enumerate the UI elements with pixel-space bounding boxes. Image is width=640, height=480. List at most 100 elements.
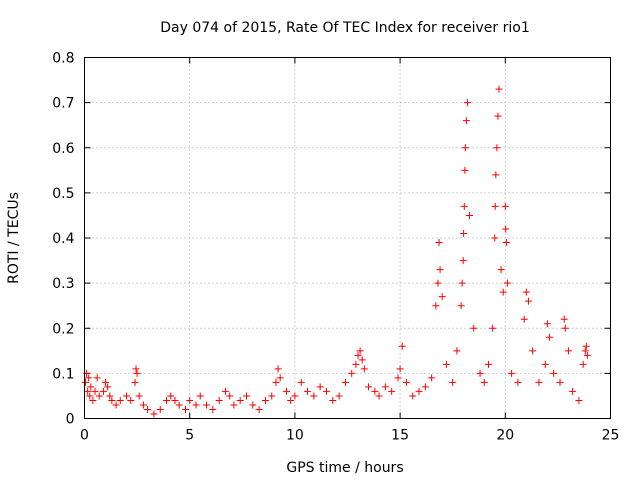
data-point [186,396,194,404]
data-point [171,396,179,404]
data-point [132,365,140,373]
data-point [561,324,569,332]
data-point [93,374,101,382]
data-point [215,396,223,404]
data-point [398,342,406,350]
chart-title: Day 074 of 2015, Rate Of TEC Index for r… [160,20,530,36]
data-point [167,392,175,400]
y-tick-label: 0.7 [52,96,74,112]
y-tick-label: 0.1 [52,366,74,382]
y-tick-label: 0.2 [52,321,74,337]
y-tick-label: 0.8 [52,51,74,67]
data-point [272,378,280,386]
data-point [501,202,509,210]
data-point [358,356,366,364]
plot-frame [84,57,611,419]
data-point [123,392,131,400]
data-point [381,383,389,391]
data-point [499,288,507,296]
data-point [144,405,152,413]
data-point [520,315,528,323]
data-point [297,378,305,386]
data-point [396,365,404,373]
data-point [476,369,484,377]
data-point [409,392,417,400]
data-point [102,378,110,386]
x-tick-label: 15 [391,428,409,444]
data-point [249,401,257,409]
data-point [329,396,337,404]
data-point [564,347,572,355]
x-tick-label: 25 [602,428,620,444]
y-tick-label: 0 [66,412,75,428]
y-tick-label: 0.4 [52,231,74,247]
data-point [438,293,446,301]
data-point [434,279,442,287]
data-point [181,405,189,413]
data-point [348,369,356,377]
y-tick-label: 0.6 [52,141,74,157]
data-point [112,401,120,409]
data-point [135,392,143,400]
x-tick-label: 0 [80,428,89,444]
data-point [497,266,505,274]
data-point [304,387,312,395]
data-point [365,383,373,391]
data-point [460,202,468,210]
data-point [394,374,402,382]
data-point [489,324,497,332]
data-point [91,387,99,395]
x-tick-label: 20 [496,428,514,444]
data-point [402,378,410,386]
data-points [82,85,591,418]
data-point [436,266,444,274]
data-point [226,392,234,400]
data-point [459,257,467,265]
data-point [581,347,589,355]
data-point [89,396,97,404]
data-point [579,360,587,368]
data-point [535,378,543,386]
y-tick-label: 0.3 [52,276,74,292]
data-point [583,351,591,359]
data-point [484,360,492,368]
data-point [421,383,429,391]
data-point [463,99,471,107]
y-axis-label: ROTI / TECUs [6,192,22,284]
data-point [462,117,470,125]
data-point [268,392,276,400]
data-point [428,374,436,382]
data-point [133,369,141,377]
data-point [514,378,522,386]
data-point [104,383,112,391]
data-point [458,279,466,287]
data-point [494,112,502,120]
data-point [502,239,510,247]
data-point [545,333,553,341]
data-point [569,387,577,395]
data-point [131,378,139,386]
grid-lines [84,57,611,419]
data-point [236,396,244,404]
data-point [175,401,183,409]
data-point [492,171,500,179]
data-point [460,229,468,237]
data-point [432,302,440,310]
data-point [108,396,116,404]
data-point [415,387,423,395]
data-point [261,396,269,404]
data-point [541,360,549,368]
data-point [203,401,211,409]
data-point [371,387,379,395]
data-point [192,401,200,409]
data-point [139,401,147,409]
data-point [335,392,343,400]
data-point [529,347,537,355]
data-point [508,369,516,377]
data-point [106,392,114,400]
data-point [556,378,564,386]
data-point [453,347,461,355]
data-point [255,405,263,413]
data-point [209,405,217,413]
data-point [470,324,478,332]
